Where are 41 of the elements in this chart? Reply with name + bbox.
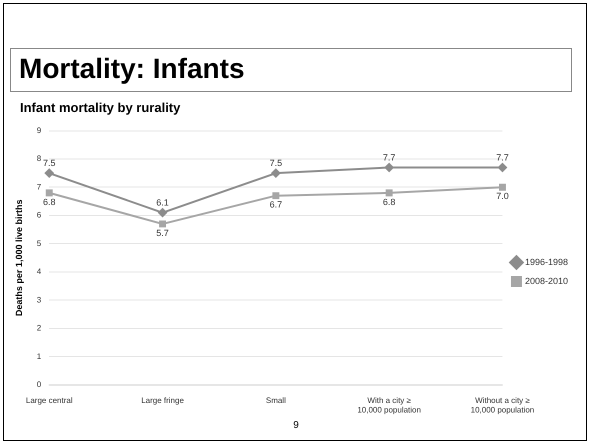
data-label: 7.0 <box>496 191 509 202</box>
data-label: 6.7 <box>270 200 282 210</box>
point <box>384 162 394 172</box>
point <box>46 189 53 196</box>
point <box>271 168 280 178</box>
y-tick-label: 9 <box>36 126 42 136</box>
y-tick-label: 1 <box>36 352 42 361</box>
data-label: 7.7 <box>382 152 396 162</box>
point <box>158 208 168 218</box>
data-label: 6.1 <box>156 198 169 208</box>
point <box>498 162 507 172</box>
x-tick-label: With a city ≥ 10,000 population <box>357 396 421 414</box>
point <box>159 220 166 228</box>
data-label: 6.8 <box>42 196 56 207</box>
chart-title: Mortality: Infants <box>10 48 572 92</box>
point <box>44 168 54 178</box>
data-label: 7.5 <box>42 158 56 168</box>
legend-label: 1996-1998 <box>524 256 568 267</box>
y-tick-label: 5 <box>36 238 42 248</box>
x-tick-label: Large central <box>26 396 73 405</box>
point <box>272 192 280 200</box>
y-axis-title: Deaths per 1,000 live births <box>14 200 24 316</box>
y-tick-label: 6 <box>36 210 42 220</box>
y-tick-label: 0 <box>36 380 42 390</box>
data-label: 7.5 <box>270 158 282 168</box>
data-label: 5.7 <box>156 228 169 238</box>
legend-label: 2008-2010 <box>524 276 568 286</box>
point <box>386 189 393 196</box>
point <box>498 184 506 191</box>
x-tick-label: Small <box>266 396 286 405</box>
data-label: 6.8 <box>382 196 396 207</box>
y-tick-label: 8 <box>36 154 42 164</box>
x-tick-label: Large fringe <box>141 396 184 405</box>
y-tick-label: 4 <box>36 267 42 276</box>
y-tick-label: 2 <box>36 324 42 333</box>
chart-subtitle: Infant mortality by rurality <box>20 100 180 115</box>
y-tick-label: 3 <box>36 295 42 304</box>
x-tick-label: Without a city ≥ 10,000 population <box>470 396 534 414</box>
y-tick-label: 7 <box>36 182 42 192</box>
text: 9 <box>292 420 300 431</box>
data-label: 7.7 <box>496 152 509 162</box>
